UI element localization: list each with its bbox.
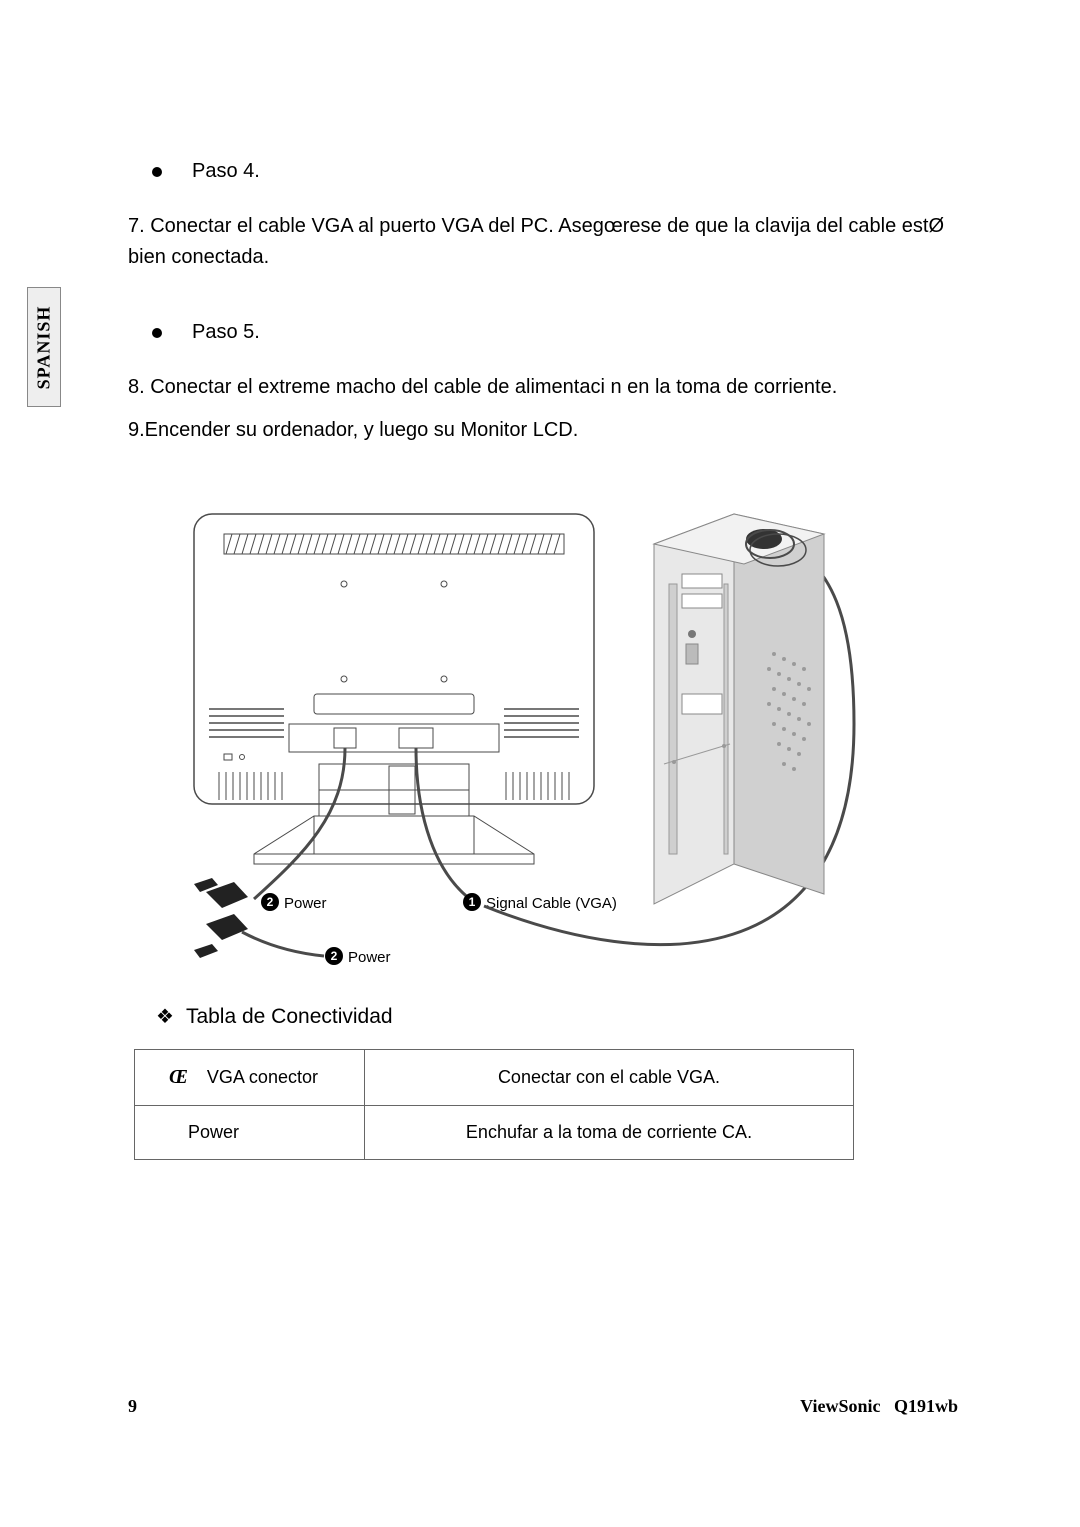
row-label: VGA conector xyxy=(207,1067,318,1087)
bullet-icon xyxy=(152,167,162,177)
diagram-svg: 2 Power 2 Power 1 Signal Cable (VGA) xyxy=(134,504,874,974)
step-4-label: Paso 4. xyxy=(192,160,260,183)
footer-model: ViewSonic Q191wb xyxy=(800,1396,958,1417)
svg-text:1: 1 xyxy=(469,895,476,909)
page-number: 9 xyxy=(128,1396,137,1417)
language-tab: SPANISH xyxy=(27,287,61,407)
power-plug-icon xyxy=(194,878,248,958)
language-tab-label: SPANISH xyxy=(34,305,55,389)
connectivity-table: Œ VGA conector Conectar con el cable VGA… xyxy=(134,1049,854,1160)
section-title: Tabla de Conectividad xyxy=(186,1005,393,1029)
row-num-badge: Œ xyxy=(169,1066,188,1089)
svg-text:2: 2 xyxy=(267,895,274,909)
svg-text:Power: Power xyxy=(284,895,327,912)
table-row: Power Enchufar a la toma de corriente CA… xyxy=(135,1106,854,1160)
page-footer: 9 ViewSonic Q191wb xyxy=(128,1396,958,1417)
step-4-heading: Paso 4. xyxy=(128,160,958,183)
content-area: Paso 4. 7. Conectar el cable VGA al puer… xyxy=(128,160,958,1160)
svg-text:2: 2 xyxy=(331,949,338,963)
table-row: Œ VGA conector Conectar con el cable VGA… xyxy=(135,1050,854,1106)
svg-text:Signal Cable (VGA): Signal Cable (VGA) xyxy=(486,895,617,912)
connection-diagram: 2 Power 2 Power 1 Signal Cable (VGA) xyxy=(134,504,874,974)
step-5-label: Paso 5. xyxy=(192,321,260,344)
svg-text:Power: Power xyxy=(348,949,391,966)
bullet-icon xyxy=(152,328,162,338)
step-4-text: 7. Conectar el cable VGA al puerto VGA d… xyxy=(128,211,958,273)
diamond-bullet-icon: ❖ xyxy=(156,1004,174,1029)
step-5-heading: Paso 5. xyxy=(128,321,958,344)
step-5-line-1: 8. Conectar el extreme macho del cable d… xyxy=(128,372,958,403)
section-heading: ❖ Tabla de Conectividad xyxy=(156,1004,958,1029)
step-5-line-2: 9.Encender su ordenador, y luego su Moni… xyxy=(128,415,958,446)
row-desc: Conectar con el cable VGA. xyxy=(365,1050,854,1106)
row-desc: Enchufar a la toma de corriente CA. xyxy=(365,1106,854,1160)
row-label: Power xyxy=(188,1122,239,1142)
